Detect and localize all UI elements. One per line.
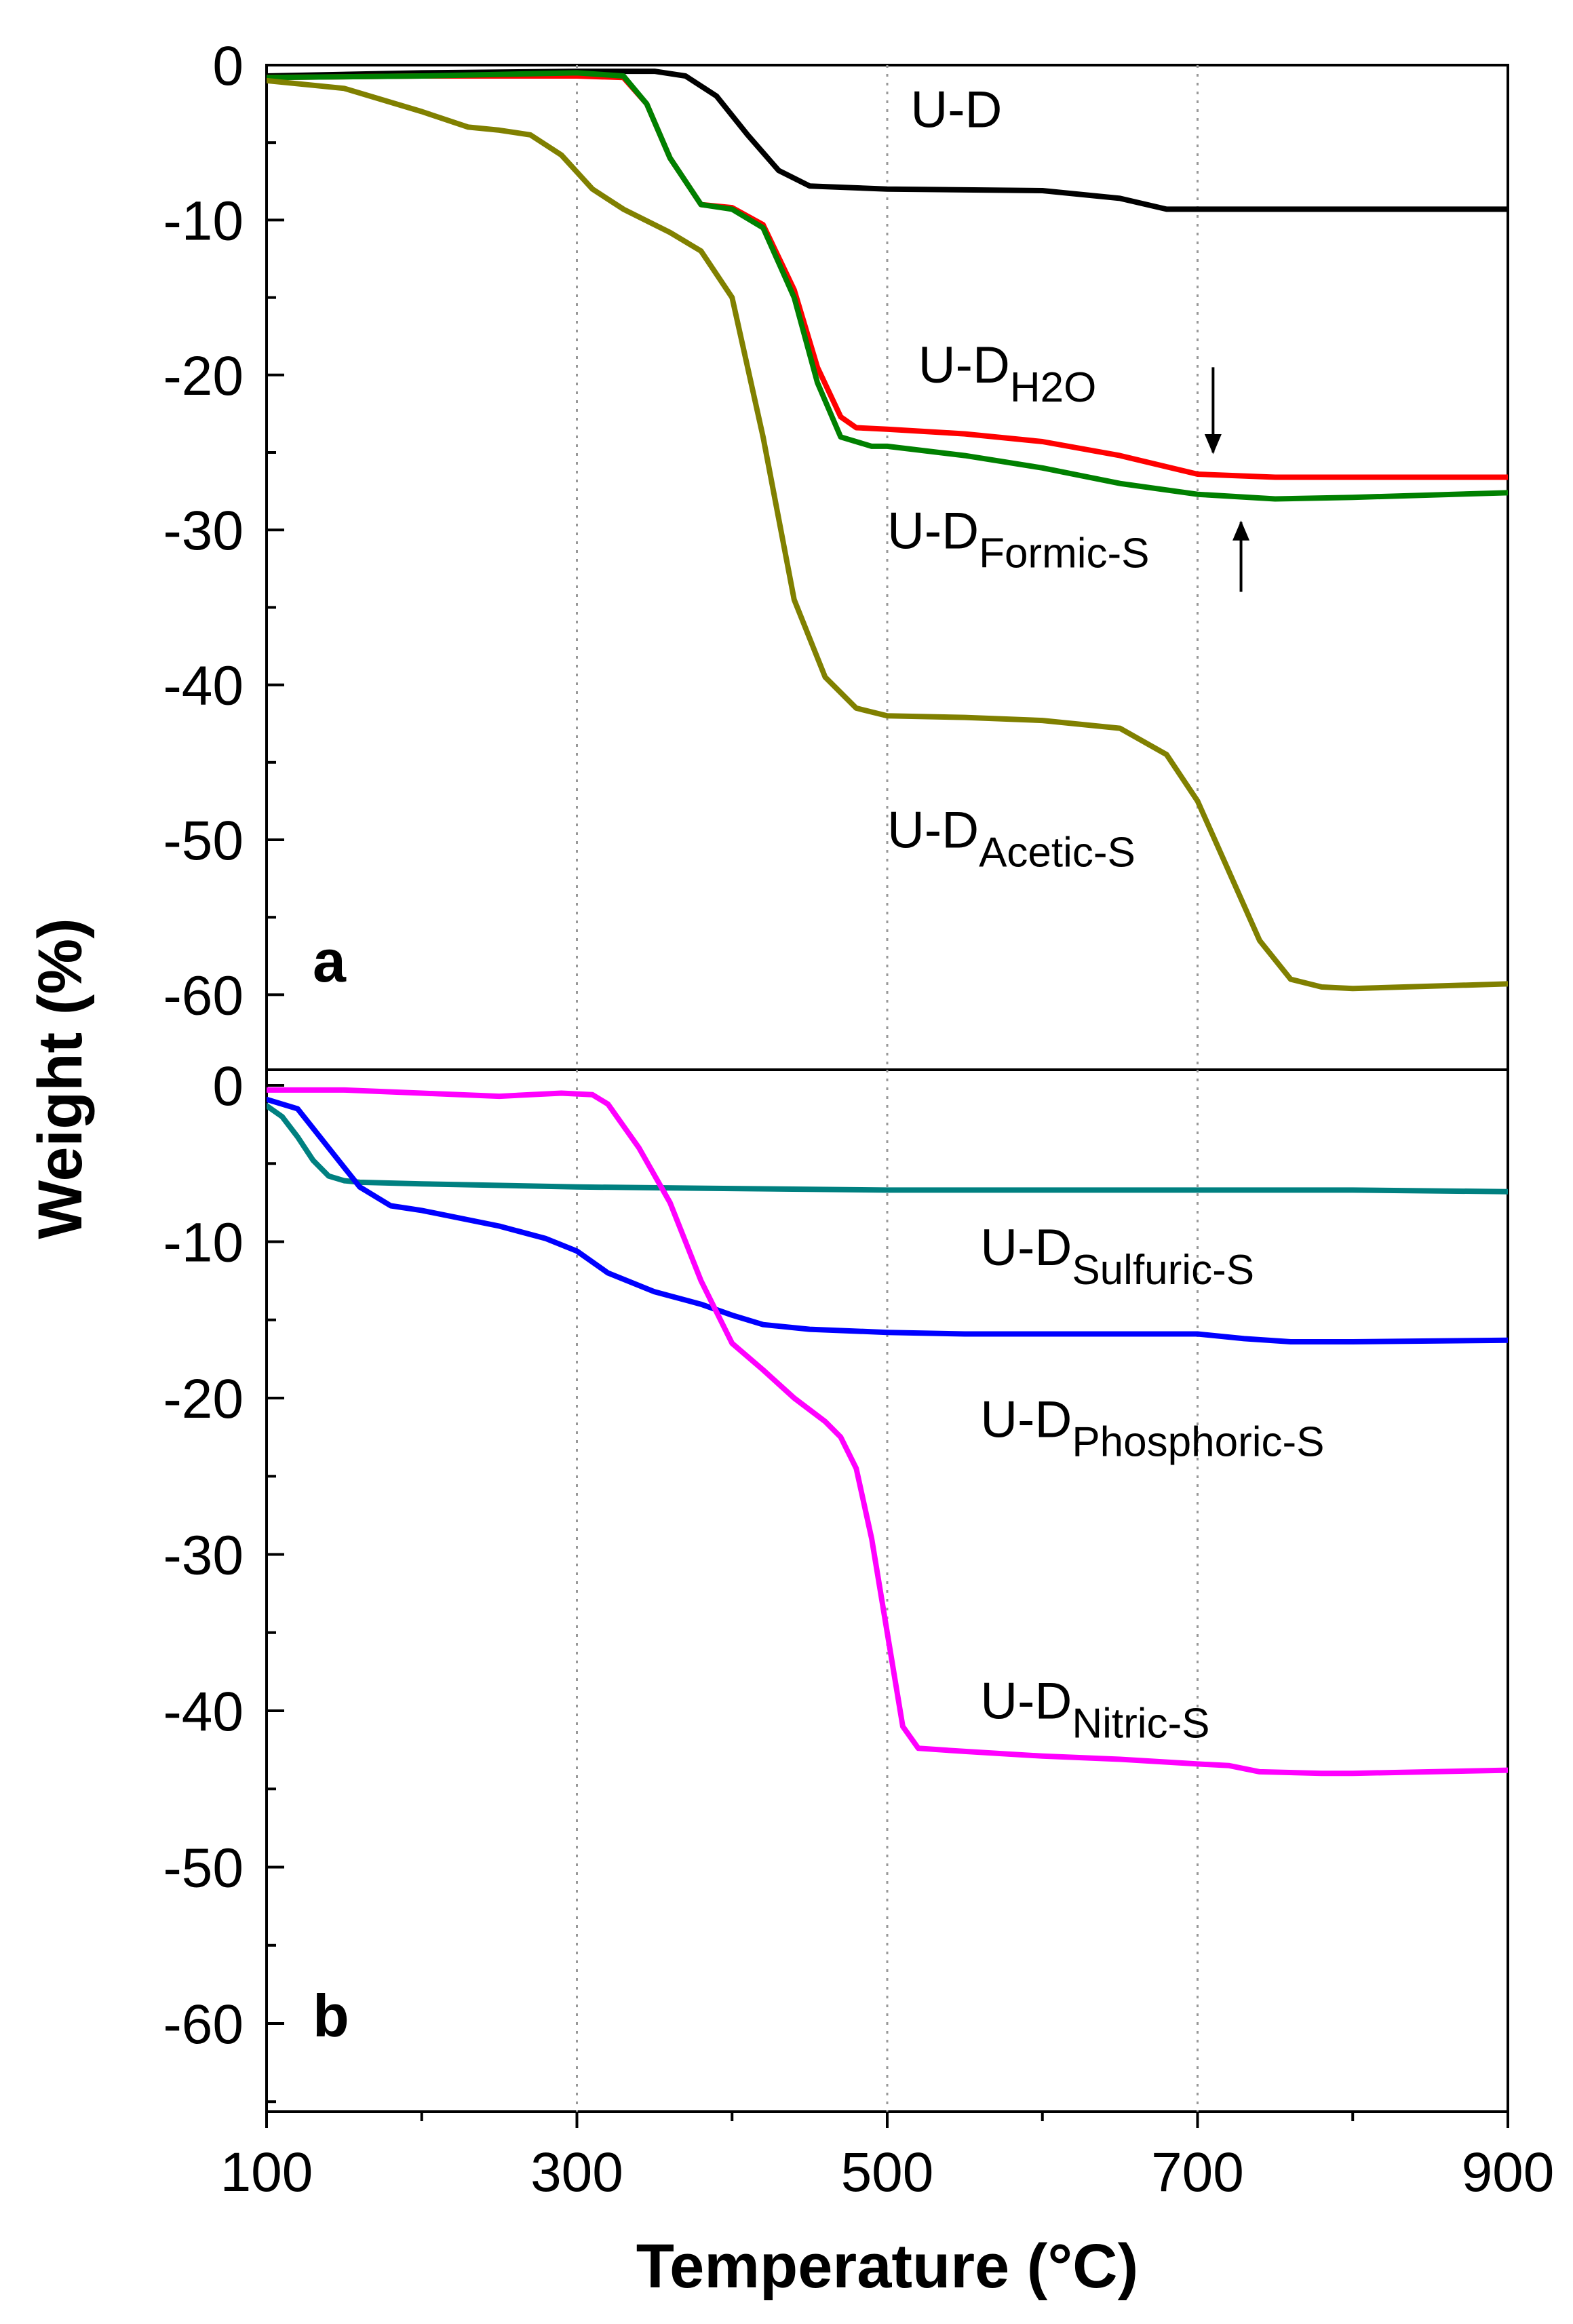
arrow-head [1204,434,1222,454]
series-line [267,69,1508,212]
series-label-main: U-D [980,1391,1072,1449]
series-label: U-DSulfuric-S [980,1219,1254,1294]
panel-a: 0-10-20-30-40-50-60U-DU-DH2OU-DFormic-SU… [163,35,1509,1071]
series-label-main: U-D [918,336,1010,394]
series-label: U-DPhosphoric-S [980,1391,1324,1466]
panel-letter: b [313,1982,349,2049]
y-axis-title: Weight (%) [26,918,95,1239]
y-tick-label: -50 [163,810,244,872]
series-line [267,1103,1508,1195]
series-line [267,70,1508,502]
x-tick-label: 300 [530,2142,623,2203]
series-label: U-DH2O [918,336,1097,411]
series-line [267,77,1508,992]
arrow-head [1232,520,1250,541]
x-axis: 100 300 500 700 900 [220,2112,1555,2203]
series-label-subscript: Formic-S [979,530,1149,577]
series-label: U-D [910,81,1002,138]
y-tick-label: -30 [163,500,244,562]
y-tick-label: -10 [163,190,244,252]
series-label-subscript: Phosphoric-S [1072,1419,1324,1466]
y-tick-label: -40 [163,1681,244,1743]
series-label-subscript: H2O [1010,364,1096,411]
y-tick-label: 0 [212,35,244,97]
series-label-subscript: Acetic-S [979,829,1135,876]
series-label: U-DFormic-S [887,503,1150,577]
panel-letter: a [313,927,347,994]
x-axis-title: Temperature (°C) [636,2232,1139,2301]
x-tick-label: 900 [1462,2142,1555,2203]
y-tick-label: -20 [163,1368,244,1430]
series-label: U-DNitric-S [980,1673,1209,1747]
series-label-main: U-D [980,1673,1072,1730]
series-label-subscript: Nitric-S [1072,1701,1209,1747]
y-tick-label: -10 [163,1212,244,1274]
series-line [267,1087,1508,1777]
series-label-main: U-D [910,81,1002,138]
y-tick-label: -40 [163,655,244,717]
series-label-main: U-D [887,503,979,560]
x-tick-label: 500 [841,2142,934,2203]
y-tick-label: -30 [163,1525,244,1587]
series-label: U-DAcetic-S [887,801,1135,876]
series-label-main: U-D [980,1219,1072,1277]
y-tick-label: -50 [163,1838,244,1899]
series-label-subscript: Sulfuric-S [1072,1247,1254,1294]
y-tick-label: -20 [163,345,244,407]
x-tick-label: 700 [1151,2142,1244,2203]
arrow-down-icon [1204,367,1222,454]
y-tick-label: -60 [163,965,244,1026]
y-tick-label: 0 [212,1056,244,1117]
panel-b: 0-10-20-30-40-50-60U-DSulfuric-SU-DPhosp… [163,1056,1509,2113]
y-tick-label: -60 [163,1994,244,2055]
series-label-main: U-D [887,801,979,859]
x-tick-label: 100 [220,2142,313,2203]
arrow-up-icon [1232,520,1250,592]
